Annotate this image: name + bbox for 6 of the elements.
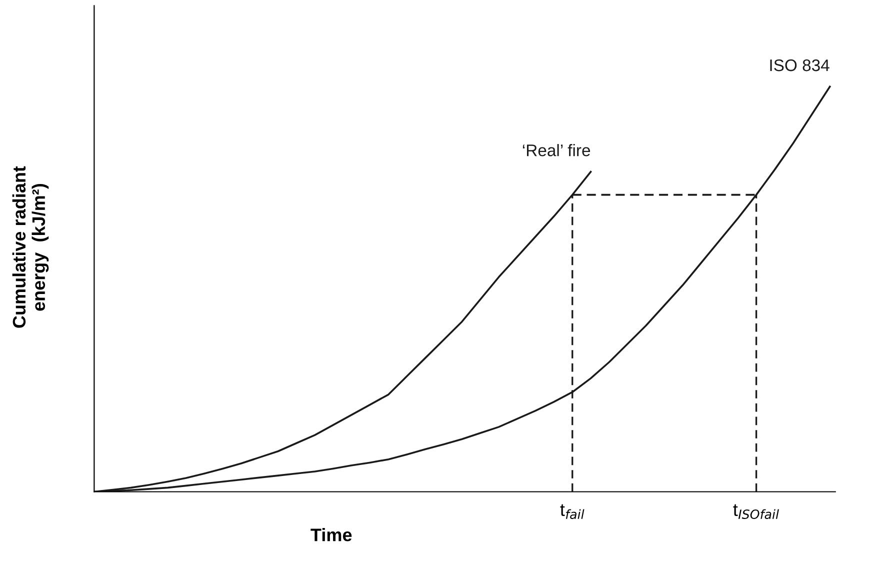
y-axis-title: Cumulative radiant energy (kJ/m²): [12, 166, 49, 328]
x-tick-label: t$_{fail}$: [560, 504, 584, 520]
series-label: ISO 834: [770, 59, 830, 72]
x-tick-label: t$_{ISOfail}$: [733, 504, 779, 520]
series-label: ‘Real’ fire: [522, 144, 590, 156]
x-axis-title: Time: [310, 528, 352, 542]
